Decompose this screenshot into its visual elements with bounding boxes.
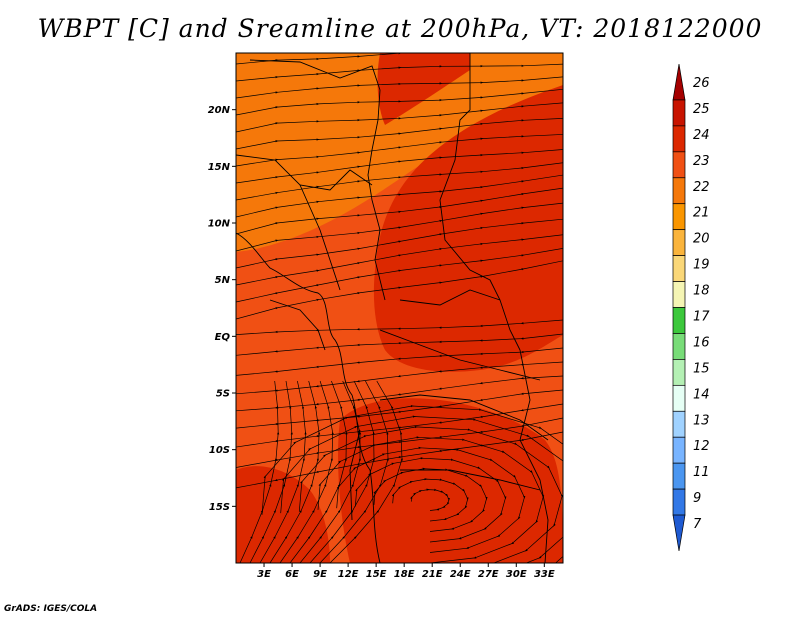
- lat-tick-label: 5N: [215, 275, 231, 286]
- map-frame: [235, 52, 564, 564]
- chart-title: WBPT [C] and Sreamline at 200hPa, VT: 20…: [37, 14, 763, 43]
- streamline-north: [236, 63, 563, 82]
- longitude-axis: 3E 6E 9E 12E 15E 18E 21E 24E 27E 30E 33E: [257, 563, 555, 580]
- lon-tick-label: 18E: [394, 569, 415, 580]
- country-border: [399, 289, 501, 306]
- lat-tick-label: 15N: [208, 162, 231, 173]
- country-border: [349, 429, 361, 521]
- colorbar-swatch: [672, 99, 686, 127]
- country-borders: [236, 53, 549, 563]
- lon-tick-label: 15E: [366, 569, 387, 580]
- streamline-north: [236, 76, 563, 99]
- colorbar-label: 13: [693, 413, 710, 428]
- country-border: [236, 154, 373, 191]
- colorbar-swatch: [672, 436, 686, 464]
- lat-tick-label: 10N: [208, 219, 231, 230]
- lat-tick-label: 20N: [208, 105, 231, 116]
- colorbar-label: 19: [693, 258, 710, 273]
- colorbar-label: 20: [693, 232, 710, 247]
- colorbar-cap-bottom: [672, 514, 686, 552]
- lat-tick-label: EQ: [215, 332, 231, 343]
- streamline-west: [329, 380, 403, 563]
- lat-tick-label: 5S: [216, 389, 230, 400]
- country-border: [379, 329, 541, 381]
- colorbar-swatch: [672, 410, 686, 438]
- colorbar: 26 25 24 23 22 21 20 19 18 17 16 15 14 13 12 11 9 7: [672, 63, 710, 552]
- colorbar-swatch: [672, 151, 686, 179]
- lon-tick-label: 30E: [506, 569, 527, 580]
- lon-tick-label: 3E: [257, 569, 271, 580]
- colorbar-swatch: [672, 125, 686, 153]
- colorbar-swatch: [672, 462, 686, 490]
- lon-tick-label: 12E: [338, 569, 359, 580]
- lon-tick-label: 6E: [285, 569, 299, 580]
- lon-tick-label: 21E: [422, 569, 443, 580]
- colorbar-label: 7: [693, 517, 702, 532]
- colorbar-label: 26: [693, 76, 710, 91]
- colorbar-swatch: [672, 488, 686, 516]
- lon-tick-label: 27E: [478, 569, 499, 580]
- country-border: [439, 53, 521, 351]
- colorbar-swatch: [672, 255, 686, 282]
- colorbar-label: 12: [693, 439, 710, 454]
- country-border: [400, 469, 541, 491]
- colorbar-swatch: [672, 203, 686, 231]
- country-border: [249, 59, 386, 301]
- colorbar-label: 25: [693, 102, 710, 117]
- colorbar-label: 17: [693, 310, 710, 325]
- lat-tick-label: 10S: [209, 445, 230, 456]
- colorbar-label: 11: [693, 465, 710, 480]
- colorbar-label: 14: [693, 387, 710, 402]
- lon-tick-label: 33E: [534, 569, 555, 580]
- colorbar-swatch: [672, 281, 686, 308]
- colorbar-swatch: [672, 333, 686, 360]
- colorbar-label: 21: [693, 206, 710, 221]
- colorbar-cap-top: [672, 63, 686, 101]
- map-plot-area: [236, 53, 563, 563]
- colorbar-label: 24: [693, 128, 710, 143]
- country-border: [519, 349, 549, 563]
- country-border: [379, 394, 549, 441]
- grads-credit: GrADS: IGES/COLA: [4, 604, 98, 614]
- colorbar-swatch: [672, 177, 686, 205]
- colorbar-swatch: [672, 384, 686, 412]
- colorbar-label: 23: [693, 154, 710, 169]
- country-border: [236, 232, 381, 563]
- colorbar-label: 18: [693, 284, 710, 299]
- lon-tick-label: 24E: [450, 569, 471, 580]
- lon-tick-label: 9E: [313, 569, 327, 580]
- colorbar-label: 9: [693, 491, 701, 506]
- colorbar-swatch: [672, 307, 686, 334]
- colorbar-swatch: [672, 359, 686, 386]
- streamline-equatorial: [236, 333, 563, 356]
- colorbar-label: 22: [693, 180, 710, 195]
- latitude-axis: 20N 15N 10N 5N EQ 5S 10S 15S: [208, 105, 236, 513]
- colorbar-label: 16: [693, 335, 710, 350]
- country-border: [269, 299, 326, 351]
- colorbar-swatch: [672, 229, 686, 256]
- streamline-north: [236, 260, 563, 320]
- country-border: [299, 184, 341, 291]
- lat-tick-label: 15S: [209, 502, 230, 513]
- colorbar-label: 15: [693, 361, 710, 376]
